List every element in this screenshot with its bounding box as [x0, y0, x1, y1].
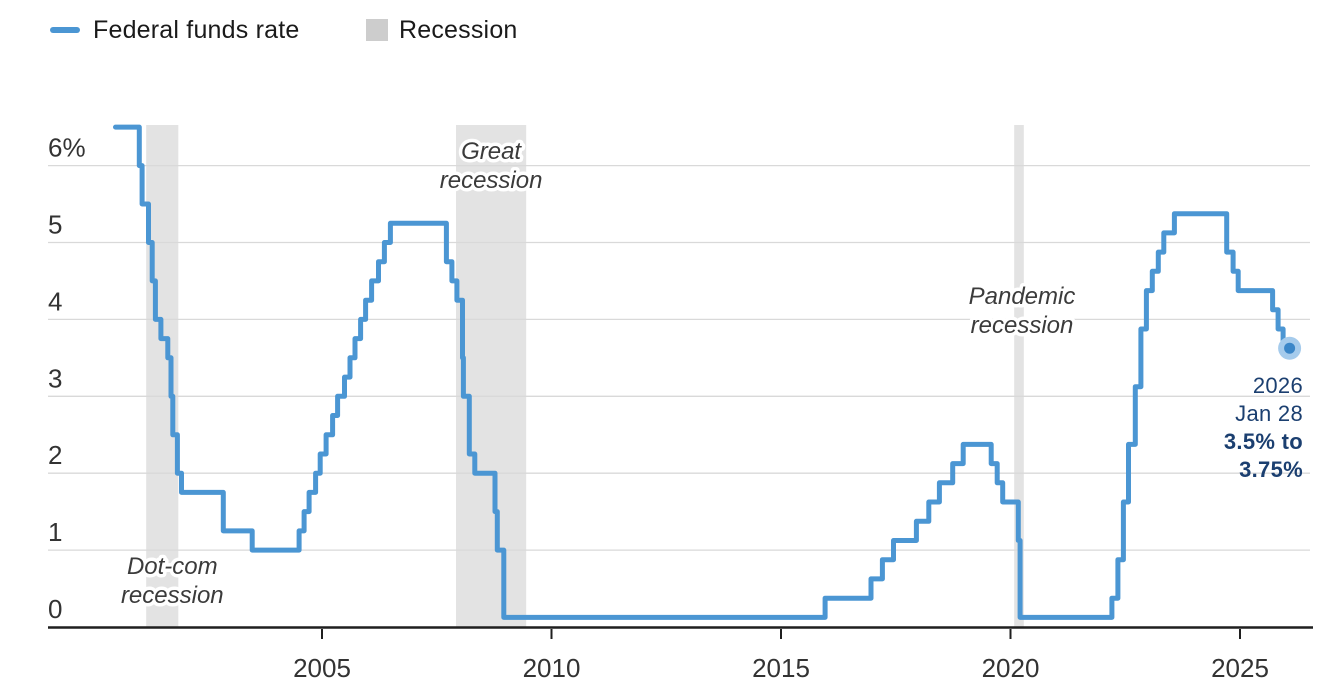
legend-label-federal-funds-rate: Federal funds rate: [93, 15, 300, 44]
y-axis-label: 1: [48, 517, 62, 547]
y-axis-label: 3: [48, 363, 62, 393]
line-swatch-icon: [50, 27, 80, 33]
y-axis-label: 5: [48, 210, 62, 240]
recession-band: [456, 125, 527, 627]
y-axis-label: 4: [48, 286, 62, 316]
fed-funds-line: [113, 124, 1293, 620]
legend-item-federal-funds-rate: Federal funds rate: [50, 15, 300, 45]
recession-band: [1014, 125, 1024, 627]
recession-label: recession: [971, 312, 1074, 339]
x-axis-label: 2025: [1211, 653, 1269, 683]
end-annotation-line: 3.75%: [1239, 457, 1303, 482]
end-annotation-line: 2026: [1253, 373, 1303, 398]
x-axis-label: 2005: [293, 653, 351, 683]
legend-item-recession: Recession: [366, 15, 518, 45]
recession-label: recession: [121, 582, 224, 609]
y-axis-label: 2: [48, 440, 62, 470]
legend-label-recession: Recession: [399, 15, 518, 44]
recession-label: Great: [461, 138, 522, 165]
recession-swatch-icon: [366, 19, 388, 41]
end-annotation-line: Jan 28: [1235, 401, 1303, 426]
recession-label: Dot-com: [127, 553, 218, 580]
end-annotation-line: 3.5% to: [1224, 429, 1303, 454]
current-value-dot: [1284, 342, 1296, 354]
recession-label: Pandemic: [969, 283, 1076, 310]
x-axis-label: 2010: [523, 653, 581, 683]
y-axis-label: 6%: [48, 133, 86, 163]
y-axis-label: 0: [48, 594, 62, 624]
x-axis-label: 2015: [752, 653, 810, 683]
x-axis-label: 2020: [982, 653, 1040, 683]
recession-label: recession: [440, 167, 543, 194]
